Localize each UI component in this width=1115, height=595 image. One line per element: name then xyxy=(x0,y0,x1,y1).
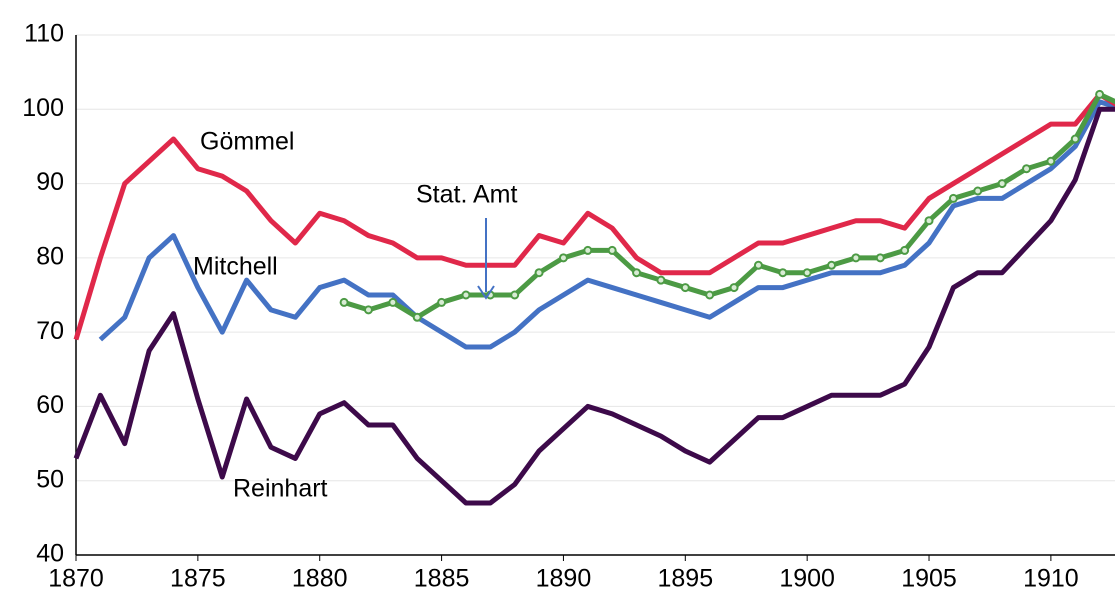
x-tick-label: 1870 xyxy=(48,565,104,593)
point xyxy=(558,253,568,263)
point xyxy=(607,245,617,255)
x-tick-label: 1885 xyxy=(414,565,470,593)
point xyxy=(680,283,690,293)
y-tick-label: 50 xyxy=(36,465,64,493)
point xyxy=(948,193,958,203)
x-tick-label: 1900 xyxy=(779,565,835,593)
y-tick-label: 90 xyxy=(36,168,64,196)
point xyxy=(363,305,373,315)
point xyxy=(632,268,642,278)
point xyxy=(1095,89,1105,99)
series-label: Reinhart xyxy=(233,475,328,503)
y-tick-label: 100 xyxy=(22,94,64,122)
point xyxy=(924,216,934,226)
series-label: Gömmel xyxy=(200,128,294,156)
point xyxy=(339,297,349,307)
x-tick-label: 1910 xyxy=(1023,565,1079,593)
point xyxy=(802,268,812,278)
point xyxy=(827,260,837,270)
point xyxy=(1070,134,1080,144)
x-tick-label: 1905 xyxy=(901,565,957,593)
series-label: Stat. Amt xyxy=(416,181,517,209)
point xyxy=(875,253,885,263)
point xyxy=(705,290,715,300)
annotation-arrowhead xyxy=(477,285,495,300)
y-tick-label: 80 xyxy=(36,242,64,270)
x-tick-label: 1895 xyxy=(657,565,713,593)
point xyxy=(388,297,398,307)
y-tick-label: 60 xyxy=(36,391,64,419)
point xyxy=(437,297,447,307)
point xyxy=(997,179,1007,189)
series-label: Mitchell xyxy=(193,253,278,281)
point xyxy=(753,260,763,270)
point xyxy=(583,245,593,255)
point xyxy=(1022,164,1032,174)
point xyxy=(461,290,471,300)
point xyxy=(851,253,861,263)
point xyxy=(973,186,983,196)
y-tick-label: 70 xyxy=(36,317,64,345)
series-line xyxy=(73,106,1115,506)
series-line xyxy=(73,91,1115,341)
y-tick-label: 110 xyxy=(24,20,64,48)
point xyxy=(534,268,544,278)
x-tick-label: 1890 xyxy=(536,565,592,593)
point xyxy=(1046,156,1056,166)
point xyxy=(510,290,520,300)
point xyxy=(729,283,739,293)
x-tick-label: 1880 xyxy=(292,565,348,593)
series-line xyxy=(98,99,1115,350)
y-tick-label: 40 xyxy=(36,540,64,568)
point xyxy=(778,268,788,278)
point xyxy=(656,275,666,285)
x-tick-label: 1875 xyxy=(170,565,226,593)
point xyxy=(412,312,422,322)
point xyxy=(900,245,910,255)
